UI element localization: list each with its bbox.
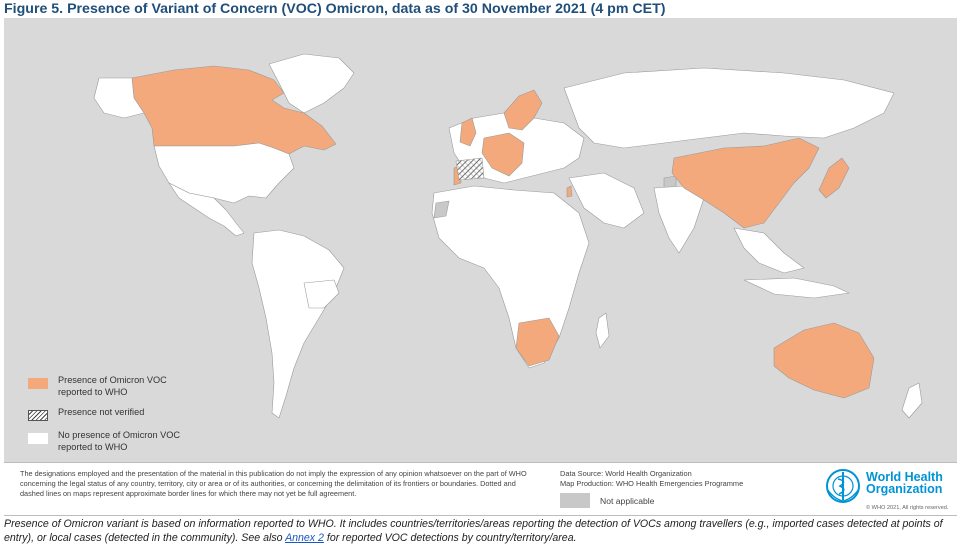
region-indonesia xyxy=(743,277,850,299)
region-brazil xyxy=(303,279,340,309)
region-africa xyxy=(431,185,590,369)
who-wordmark: World Health Organization xyxy=(866,470,943,496)
who-name-line1: World Health xyxy=(866,470,943,484)
source-block: Data Source: World Health Organization M… xyxy=(560,469,743,489)
region-canada xyxy=(131,65,337,155)
region-central-europe xyxy=(481,132,525,177)
region-south-america xyxy=(251,229,345,419)
region-madagascar xyxy=(595,312,610,349)
region-new-zealand xyxy=(901,382,923,419)
region-australia xyxy=(773,322,875,399)
region-india xyxy=(653,185,705,254)
annex-2-link[interactable]: Annex 2 xyxy=(285,532,324,544)
legend-label-no-presence: No presence of Omicron VOC reported to W… xyxy=(58,430,181,452)
world-map: Presence of Omicron VOC reported to WHO … xyxy=(4,18,957,462)
copyright-text: © WHO 2021, All rights reserved. xyxy=(866,505,949,511)
region-not-verified xyxy=(455,157,485,181)
who-emblem-icon xyxy=(826,469,860,503)
who-name-line2: Organization xyxy=(866,482,943,496)
region-not-applicable-west xyxy=(433,200,450,219)
region-southern-africa xyxy=(515,317,560,367)
legend-item-not-verified: Presence not verified xyxy=(28,406,228,421)
region-usa xyxy=(153,142,295,204)
figure-title: Figure 5. Presence of Variant of Concern… xyxy=(4,1,666,17)
caption-text-before: Presence of Omicron variant is based on … xyxy=(4,518,943,544)
caption-text-after: for reported VOC detections by country/t… xyxy=(323,532,577,544)
region-russia xyxy=(563,67,895,149)
region-greenland xyxy=(268,53,355,114)
map-footer: The designations employed and the presen… xyxy=(4,462,957,516)
region-alaska xyxy=(93,77,145,119)
map-production-text: Map Production: WHO Health Emergencies P… xyxy=(560,479,744,488)
legend-label-presence: Presence of Omicron VOC reported to WHO xyxy=(58,375,167,397)
data-source-text: Data Source: World Health Organization xyxy=(560,469,692,478)
region-china xyxy=(671,137,820,229)
legend-label-not-verified: Presence not verified xyxy=(58,407,145,417)
figure-caption: Presence of Omicron variant is based on … xyxy=(4,517,954,545)
disclaimer-text: The designations employed and the presen… xyxy=(20,469,527,498)
map-canvas xyxy=(93,53,923,419)
region-southeast-asia xyxy=(733,227,805,274)
map-legend: Presence of Omicron VOC reported to WHO … xyxy=(28,374,228,461)
legend-item-no-presence: No presence of Omicron VOC reported to W… xyxy=(28,429,228,453)
no-presence-swatch xyxy=(28,433,48,444)
region-uk xyxy=(459,117,477,147)
region-scandinavia xyxy=(503,89,543,131)
region-middle-east xyxy=(568,172,645,229)
not-verified-swatch xyxy=(28,410,48,421)
presence-swatch xyxy=(28,378,48,389)
not-applicable-swatch xyxy=(560,493,590,508)
legend-item-presence: Presence of Omicron VOC reported to WHO xyxy=(28,374,228,398)
not-applicable-label: Not applicable xyxy=(600,496,655,506)
region-mexico xyxy=(168,182,245,237)
region-japan xyxy=(818,157,850,199)
region-israel xyxy=(566,185,573,198)
